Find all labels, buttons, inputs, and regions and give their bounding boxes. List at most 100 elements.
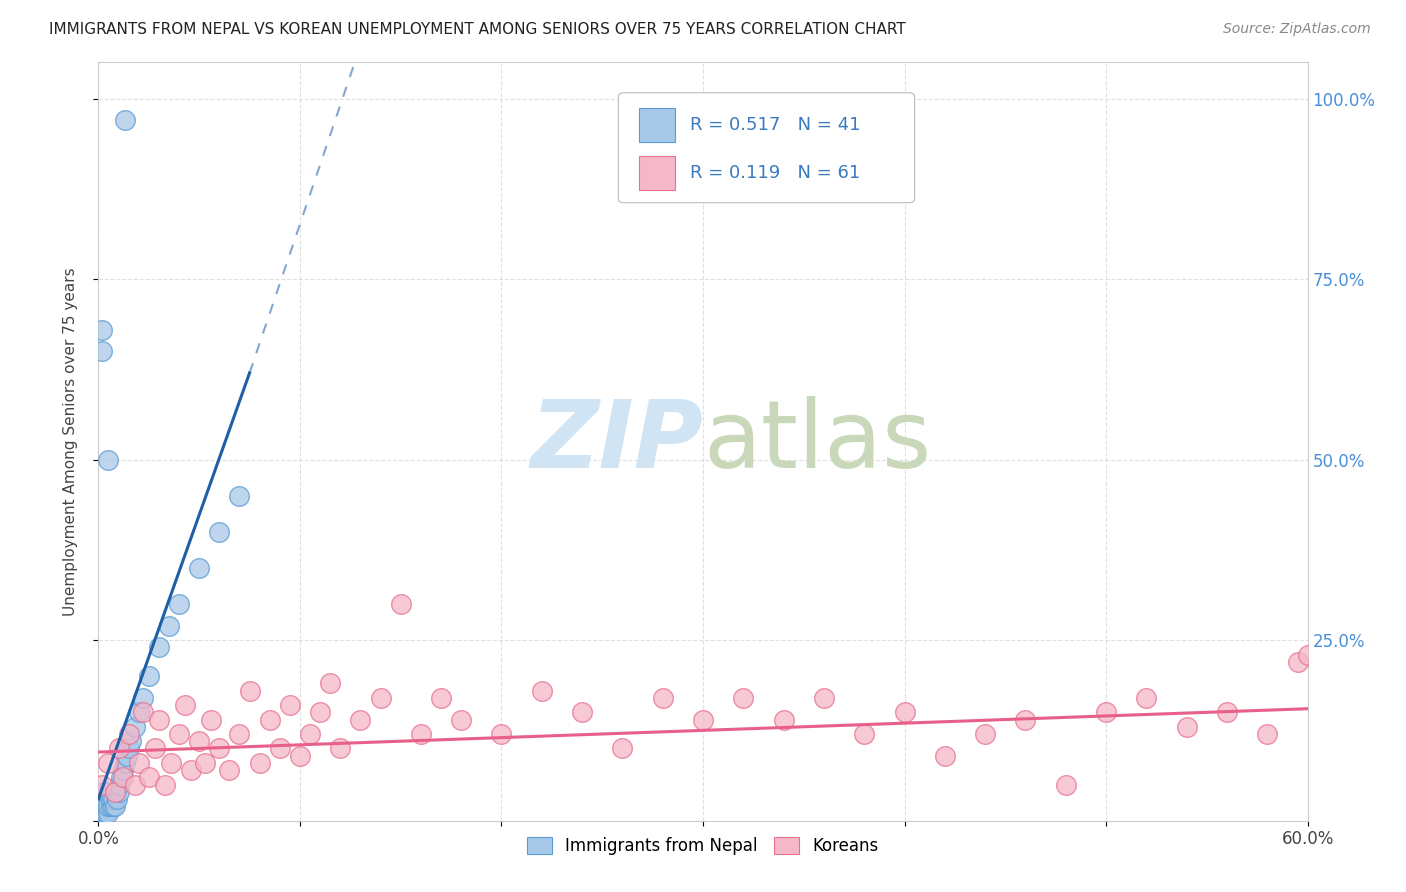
Point: [115, 748, 138, 763]
Point: [160, 756, 183, 770]
Point: [100, 799, 122, 814]
Point: [1286, 655, 1309, 669]
Point: [103, 785, 125, 799]
Point: [90, 799, 112, 814]
Point: [389, 597, 412, 611]
Point: [167, 727, 190, 741]
Point: [1135, 690, 1157, 705]
Point: [239, 683, 262, 698]
Point: [188, 734, 211, 748]
Point: [180, 763, 202, 777]
Point: [138, 770, 160, 784]
Point: [612, 741, 634, 756]
Point: [132, 706, 155, 720]
Point: [174, 698, 197, 712]
Text: R = 0.119   N = 61: R = 0.119 N = 61: [690, 164, 860, 182]
Point: [91, 778, 114, 792]
Point: [124, 778, 146, 792]
Point: [692, 713, 714, 727]
Point: [934, 748, 956, 763]
Point: [97, 785, 120, 799]
Point: [91, 344, 114, 359]
Point: [349, 713, 371, 727]
Legend: Immigrants from Nepal, Koreans: Immigrants from Nepal, Koreans: [520, 830, 886, 862]
Point: [93, 806, 115, 821]
Point: [259, 713, 281, 727]
Point: [96, 799, 118, 814]
Point: [571, 706, 593, 720]
Point: [114, 113, 136, 128]
Point: [97, 756, 120, 770]
Point: [1296, 648, 1319, 662]
Point: [450, 713, 472, 727]
Point: [813, 690, 835, 705]
Point: [299, 727, 322, 741]
Point: [91, 806, 114, 821]
Point: [148, 640, 170, 655]
Point: [733, 690, 755, 705]
Point: [138, 669, 160, 683]
Text: IMMIGRANTS FROM NEPAL VS KOREAN UNEMPLOYMENT AMONG SENIORS OVER 75 YEARS CORRELA: IMMIGRANTS FROM NEPAL VS KOREAN UNEMPLOY…: [49, 22, 905, 37]
Point: [208, 741, 231, 756]
Point: [319, 676, 342, 690]
Point: [111, 770, 134, 784]
Point: [893, 706, 915, 720]
Point: [167, 597, 190, 611]
Point: [853, 727, 876, 741]
Point: [1216, 706, 1239, 720]
Point: [97, 806, 120, 821]
Point: [93, 799, 115, 814]
Point: [430, 690, 453, 705]
Y-axis label: Unemployment Among Seniors over 75 years: Unemployment Among Seniors over 75 years: [63, 268, 77, 615]
Point: [194, 756, 217, 770]
Point: [110, 770, 132, 784]
FancyBboxPatch shape: [638, 108, 675, 142]
Point: [103, 799, 125, 814]
Point: [91, 799, 114, 814]
Point: [1175, 720, 1198, 734]
Point: [97, 452, 120, 467]
Point: [651, 690, 673, 705]
Point: [128, 756, 150, 770]
Text: R = 0.517   N = 41: R = 0.517 N = 41: [690, 116, 860, 134]
Point: [132, 690, 155, 705]
Point: [97, 799, 120, 814]
Point: [249, 756, 271, 770]
Point: [107, 785, 129, 799]
Point: [269, 741, 291, 756]
Point: [974, 727, 997, 741]
Point: [153, 778, 176, 792]
Point: [111, 763, 134, 777]
Text: ZIP: ZIP: [530, 395, 703, 488]
Point: [107, 741, 129, 756]
Point: [1256, 727, 1278, 741]
Point: [218, 763, 240, 777]
Point: [96, 806, 118, 821]
Text: Source: ZipAtlas.com: Source: ZipAtlas.com: [1223, 22, 1371, 37]
Point: [329, 741, 352, 756]
Point: [200, 713, 222, 727]
Point: [91, 792, 114, 806]
Point: [89, 792, 111, 806]
Point: [114, 756, 136, 770]
Point: [491, 727, 513, 741]
Point: [409, 727, 432, 741]
Point: [772, 713, 794, 727]
Point: [157, 618, 180, 632]
Point: [101, 799, 124, 814]
Point: [103, 785, 125, 799]
Point: [124, 720, 146, 734]
Point: [278, 698, 301, 712]
Point: [530, 683, 553, 698]
Point: [128, 706, 150, 720]
Point: [208, 524, 231, 539]
Point: [288, 748, 311, 763]
Point: [1095, 706, 1118, 720]
Point: [101, 792, 124, 806]
Point: [118, 741, 141, 756]
Point: [1054, 778, 1077, 792]
Point: [107, 778, 129, 792]
Point: [1014, 713, 1036, 727]
Point: [93, 785, 115, 799]
Point: [96, 792, 118, 806]
